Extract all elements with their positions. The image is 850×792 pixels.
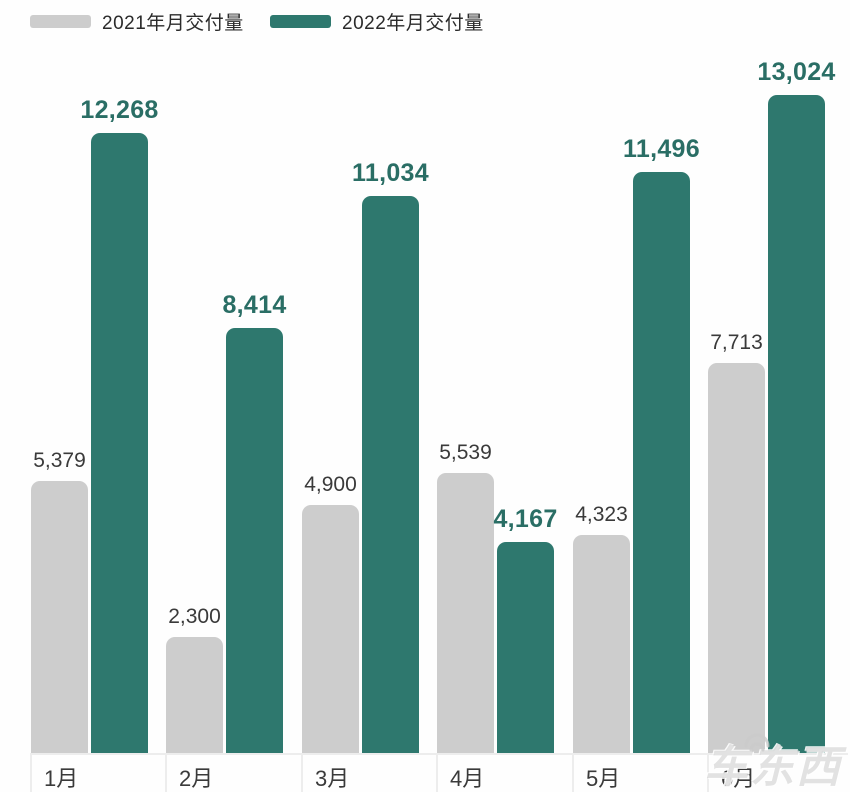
bar-2022-4月 [497, 542, 554, 753]
month-group-4月: 5,539 4,167 4月 [436, 0, 558, 792]
x-axis-label-5月: 5月 [586, 766, 621, 791]
bar-2021-5月 [573, 535, 630, 753]
legend-item-2021: 2021年月交付量 [30, 8, 244, 34]
x-axis-label-4月: 4月 [450, 766, 485, 791]
x-axis-label-1月: 1月 [44, 766, 79, 791]
month-group-2月: 2,300 8,414 2月 [165, 0, 287, 792]
x-axis-label-3月: 3月 [315, 766, 350, 791]
legend: 2021年月交付量 2022年月交付量 [0, 8, 850, 34]
signal-icon [744, 733, 770, 752]
axis-tick [165, 753, 167, 792]
x-axis-line [30, 753, 848, 755]
x-axis-label-6月: 6月 [721, 766, 756, 791]
value-label-2021-3月: 4,900 [304, 473, 357, 496]
month-group-5月: 4,323 11,496 5月 [572, 0, 700, 792]
bar-2021-1月 [31, 481, 88, 753]
value-label-2022-6月: 13,024 [757, 58, 836, 86]
month-group-3月: 4,900 11,034 3月 [301, 0, 429, 792]
value-label-2022-2月: 8,414 [222, 291, 287, 319]
legend-label-2022: 2022年月交付量 [342, 12, 484, 34]
value-label-2021-4月: 5,539 [439, 441, 492, 464]
value-label-2022-5月: 11,496 [623, 135, 700, 163]
watermark-text: 车东西 [704, 743, 842, 792]
value-label-2021-5月: 4,323 [575, 503, 628, 526]
bar-2022-1月 [91, 133, 148, 753]
bar-2021-4月 [437, 473, 494, 753]
watermark: 车东西 [704, 733, 848, 792]
bar-2022-6月 [768, 95, 825, 753]
bar-2021-6月 [708, 363, 765, 753]
axis-tick [301, 753, 303, 792]
x-axis-label-2月: 2月 [179, 766, 214, 791]
value-label-2021-2月: 2,300 [168, 605, 221, 628]
bar-2022-2月 [226, 328, 283, 753]
value-label-2022-3月: 11,034 [352, 159, 429, 187]
legend-swatch-2022 [270, 14, 331, 28]
value-label-2021-1月: 5,379 [33, 449, 86, 472]
legend-item-2022: 2022年月交付量 [270, 8, 484, 34]
value-label-2021-6月: 7,713 [710, 331, 763, 354]
month-group-6月: 7,713 13,024 6月 [707, 0, 835, 792]
axis-tick [30, 753, 32, 792]
legend-label-2021: 2021年月交付量 [102, 12, 244, 34]
legend-swatch-2021 [30, 14, 91, 28]
bar-2022-5月 [633, 172, 690, 753]
axis-tick [707, 753, 709, 792]
bar-2022-3月 [362, 196, 419, 753]
month-group-1月: 5,379 12,268 1月 [30, 0, 158, 792]
value-label-2022-1月: 12,268 [80, 96, 159, 124]
bar-2021-3月 [302, 505, 359, 753]
bar-2021-2月 [166, 637, 223, 753]
value-label-2022-4月: 4,167 [493, 505, 558, 533]
axis-tick [572, 753, 574, 792]
axis-tick [436, 753, 438, 792]
